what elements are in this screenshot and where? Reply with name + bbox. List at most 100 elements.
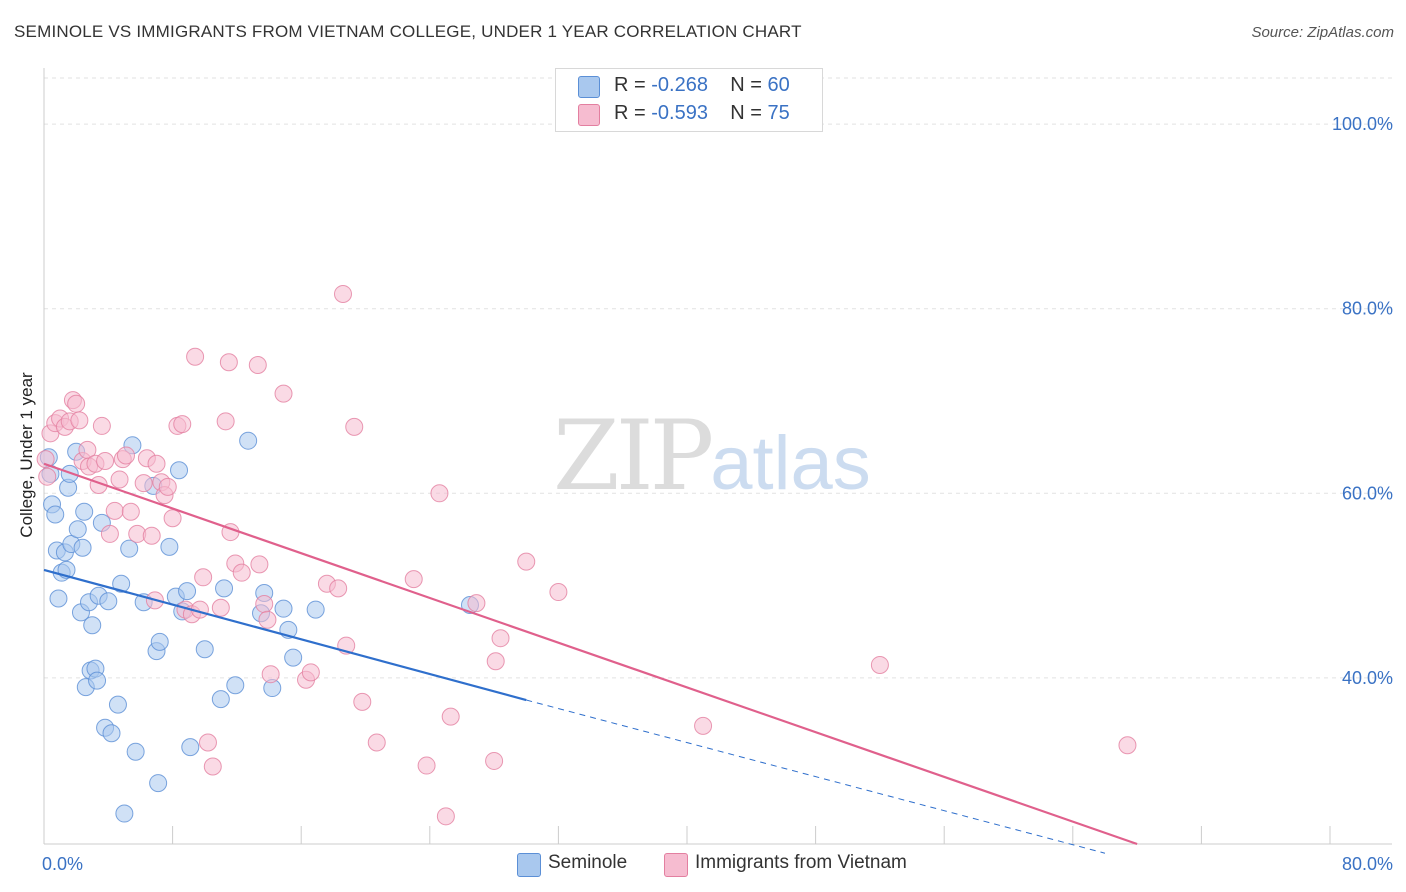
- seminole-point: [306, 600, 325, 619]
- seminole-point: [226, 676, 245, 695]
- vietnam-point: [198, 733, 217, 752]
- seminole-point: [83, 616, 102, 635]
- vietnam-trend-line: [43, 462, 1138, 846]
- bottom-legend-swatch-seminole: [517, 853, 541, 877]
- seminole-point: [88, 671, 107, 690]
- vietnam-point: [255, 595, 274, 614]
- vietnam-point: [261, 665, 280, 684]
- x-tick-label: 0.0%: [42, 854, 83, 874]
- watermark-atlas: atlas: [710, 421, 871, 506]
- vietnam-point: [147, 454, 166, 473]
- bottom-legend-swatch-vietnam: [664, 853, 688, 877]
- y-axis-label: College, Under 1 year: [17, 372, 36, 538]
- vietnam-point: [186, 347, 205, 366]
- chart-title: SEMINOLE VS IMMIGRANTS FROM VIETNAM COLL…: [14, 22, 802, 41]
- vietnam-point: [274, 384, 293, 403]
- seminole-point: [284, 648, 303, 667]
- vietnam-point: [491, 629, 510, 648]
- vietnam-point: [417, 756, 436, 775]
- vietnam-point: [870, 655, 889, 674]
- seminole-point: [178, 582, 197, 601]
- vietnam-point: [121, 502, 140, 521]
- legend-r-label: R =: [614, 74, 646, 96]
- legend-r-label: R =: [614, 102, 646, 124]
- vietnam-point: [216, 412, 235, 431]
- vietnam-point: [353, 692, 372, 711]
- seminole-point: [195, 640, 214, 659]
- vietnam-point: [163, 509, 182, 528]
- vietnam-point: [36, 450, 55, 469]
- seminole-point: [181, 738, 200, 757]
- seminole-point: [73, 538, 92, 557]
- seminole-point: [68, 520, 87, 539]
- vietnam-point: [329, 579, 348, 598]
- seminole-point: [46, 505, 65, 524]
- seminole-point: [75, 502, 94, 521]
- vietnam-point: [694, 716, 713, 735]
- legend-r-value-vietnam: -0.593: [651, 102, 708, 124]
- vietnam-point: [430, 484, 449, 503]
- legend-swatch-seminole: [578, 76, 600, 98]
- vietnam-point: [517, 552, 536, 571]
- vietnam-point: [485, 751, 504, 770]
- seminole-point: [160, 537, 179, 556]
- vietnam-point: [250, 555, 269, 574]
- legend-n-value-vietnam: 75: [767, 102, 790, 124]
- seminole-point: [120, 539, 139, 558]
- seminole-point: [274, 599, 293, 618]
- seminole-point: [102, 724, 121, 743]
- vietnam-point: [467, 594, 486, 613]
- y-tick-label: 40.0%: [1342, 668, 1393, 688]
- seminole-point: [239, 431, 258, 450]
- y-tick-label: 80.0%: [1342, 299, 1393, 319]
- vietnam-point: [367, 733, 386, 752]
- vietnam-point: [70, 411, 89, 430]
- y-tick-label: 60.0%: [1342, 483, 1393, 503]
- vietnam-point: [436, 807, 455, 826]
- seminole-trend-line: [43, 568, 527, 702]
- bottom-legend-label-vietnam: Immigrants from Vietnam: [695, 852, 907, 873]
- seminole-trend-line-extension: [526, 699, 1106, 854]
- vietnam-point: [486, 652, 505, 671]
- legend-swatch-vietnam: [578, 104, 600, 126]
- vietnam-point: [232, 563, 251, 582]
- seminole-point: [170, 461, 189, 480]
- seminole-point: [115, 804, 134, 823]
- vietnam-point: [38, 467, 57, 486]
- vietnam-point: [211, 598, 230, 617]
- legend-r-value-seminole: -0.268: [651, 74, 708, 96]
- vietnam-point: [404, 570, 423, 589]
- vietnam-point: [345, 417, 364, 436]
- vietnam-point: [92, 416, 111, 435]
- bottom-legend-label-seminole: Seminole: [548, 852, 628, 873]
- seminole-point: [49, 589, 68, 608]
- y-tick-label: 100.0%: [1332, 114, 1393, 134]
- legend-n-label: N =: [730, 102, 762, 124]
- vietnam-point: [441, 707, 460, 726]
- vietnam-point: [110, 470, 129, 489]
- source-label: Source: ZipAtlas.com: [1251, 24, 1394, 41]
- x-tick-label: 80.0%: [1342, 854, 1393, 874]
- vietnam-point: [248, 356, 267, 375]
- vietnam-point: [1118, 736, 1137, 755]
- vietnam-point: [134, 474, 153, 493]
- vietnam-point: [100, 524, 119, 543]
- seminole-point: [60, 464, 79, 483]
- seminole-point: [112, 574, 131, 593]
- seminole-point: [150, 632, 169, 651]
- seminole-point: [149, 774, 168, 793]
- seminole-point: [108, 695, 127, 714]
- seminole-point: [215, 579, 234, 598]
- vietnam-point: [203, 757, 222, 776]
- vietnam-point: [549, 583, 568, 602]
- legend-n-value-seminole: 60: [767, 74, 790, 96]
- vietnam-point: [258, 610, 277, 629]
- stats-legend: R = -0.268 N = 60 R = -0.593 N = 75: [555, 68, 823, 132]
- vietnam-point: [116, 446, 135, 465]
- vietnam-point: [142, 526, 161, 545]
- seminole-point: [99, 592, 118, 611]
- vietnam-point: [96, 452, 115, 470]
- vietnam-point: [158, 477, 177, 496]
- vietnam-point: [219, 353, 238, 372]
